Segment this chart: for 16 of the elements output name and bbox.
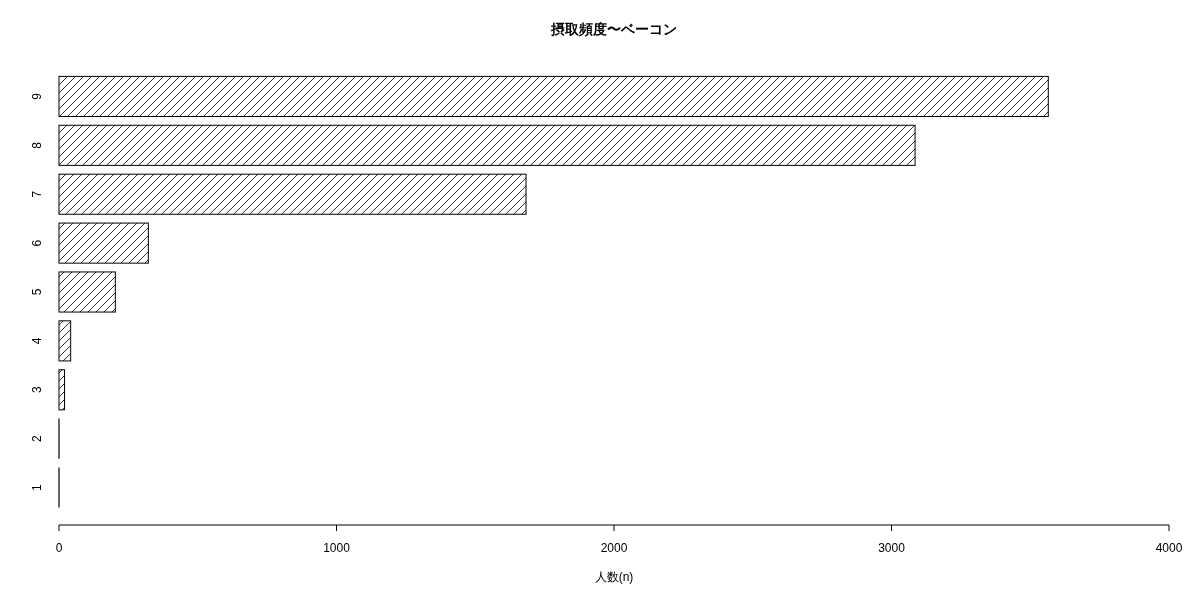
y-tick-label: 5 — [30, 288, 44, 296]
x-tick-label: 3000 — [878, 541, 906, 555]
y-tick-label: 9 — [30, 92, 44, 100]
y-tick-label: 3 — [30, 386, 44, 394]
x-tick-label: 0 — [55, 541, 63, 555]
y-tick-label: 7 — [30, 190, 44, 198]
y-tick-label: 2 — [30, 435, 44, 443]
y-tick-label: 4 — [30, 337, 44, 345]
y-tick-label: 1 — [30, 483, 44, 491]
x-tick-label: 2000 — [600, 541, 628, 555]
y-tick-label: 8 — [30, 141, 44, 149]
chart-title: 摂取頻度〜ベーコン — [550, 21, 677, 37]
y-tick-label: 6 — [30, 239, 44, 247]
x-tick-label: 4000 — [1155, 541, 1183, 555]
x-axis-title: 人数(n) — [594, 570, 634, 584]
x-tick-label: 1000 — [323, 541, 351, 555]
